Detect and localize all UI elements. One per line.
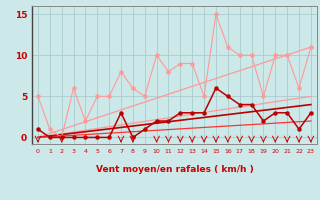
X-axis label: Vent moyen/en rafales ( km/h ): Vent moyen/en rafales ( km/h ) xyxy=(96,165,253,174)
